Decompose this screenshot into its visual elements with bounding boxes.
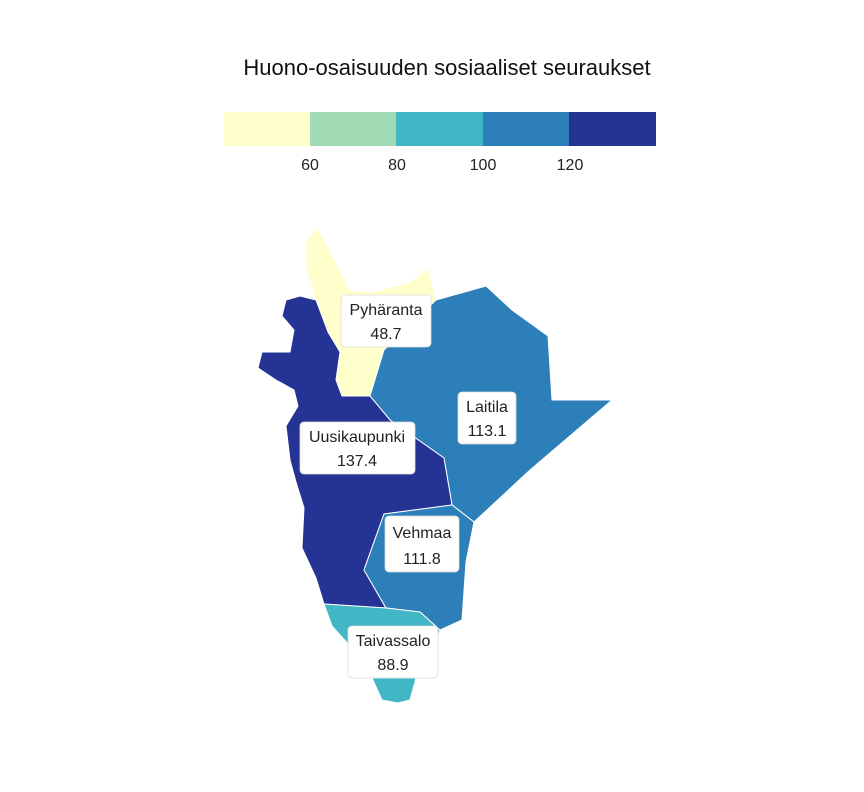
legend-tick-80: 80 bbox=[388, 157, 406, 174]
label-vehmaa-value: 111.8 bbox=[403, 551, 441, 568]
label-vehmaa-name: Vehmaa bbox=[393, 525, 452, 542]
label-vehmaa: Vehmaa 111.8 bbox=[384, 515, 460, 573]
label-laitila-name: Laitila bbox=[466, 399, 508, 416]
label-laitila: Laitila 113.1 bbox=[457, 391, 517, 445]
legend-tick-60: 60 bbox=[301, 157, 319, 174]
label-taivassalo-value: 88.9 bbox=[377, 657, 408, 674]
region-taivassalo-island[interactable] bbox=[371, 677, 417, 704]
map-title: Huono-osaisuuden sosiaaliset seuraukset bbox=[243, 55, 651, 80]
label-pyharanta-name: Pyhäranta bbox=[350, 302, 423, 319]
label-taivassalo: Taivassalo 88.9 bbox=[347, 625, 439, 679]
legend-bin-5 bbox=[569, 112, 656, 146]
label-pyharanta-value: 48.7 bbox=[370, 326, 401, 343]
label-laitila-value: 113.1 bbox=[468, 423, 507, 440]
label-uusikaupunki-name: Uusikaupunki bbox=[309, 429, 405, 446]
label-pyharanta: Pyhäranta 48.7 bbox=[340, 294, 432, 348]
legend-bin-1 bbox=[224, 112, 311, 146]
legend: 60 80 100 120 bbox=[224, 112, 656, 174]
legend-tick-100: 100 bbox=[470, 157, 497, 174]
legend-bin-3 bbox=[396, 112, 484, 146]
region-labels: Pyhäranta 48.7 Laitila 113.1 Uusikaupunk… bbox=[299, 294, 517, 679]
legend-bin-4 bbox=[483, 112, 570, 146]
label-uusikaupunki-value: 137.4 bbox=[337, 453, 377, 470]
label-uusikaupunki: Uusikaupunki 137.4 bbox=[299, 421, 416, 475]
legend-bin-2 bbox=[310, 112, 397, 146]
label-taivassalo-name: Taivassalo bbox=[356, 633, 431, 650]
legend-tick-120: 120 bbox=[557, 157, 584, 174]
